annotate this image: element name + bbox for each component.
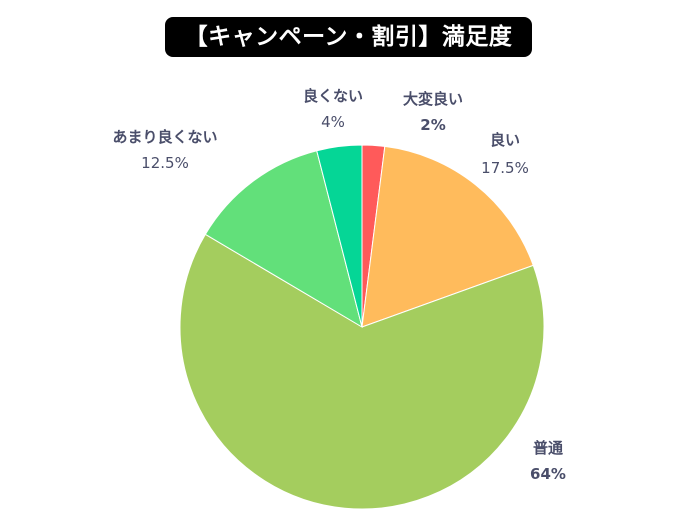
slice-label: 大変良い xyxy=(403,90,463,108)
chart-title: 【キャンペーン・割引】満足度 xyxy=(165,17,532,57)
pie-slice-2 xyxy=(179,233,545,510)
slice-label: 良い xyxy=(490,131,520,149)
pie-slice-1 xyxy=(361,145,534,328)
slice-value-label: 64% xyxy=(530,465,566,483)
slice-value-label: 12.5% xyxy=(141,154,189,172)
slice-label: 良くない xyxy=(303,87,363,105)
slice-value-label: 17.5% xyxy=(481,159,529,177)
slice-value-label: 2% xyxy=(420,116,445,134)
slice-value-label: 4% xyxy=(321,113,345,131)
pie-slice-3 xyxy=(204,150,363,329)
slice-label: 普通 xyxy=(533,439,563,457)
slice-label: あまり良くない xyxy=(112,128,217,146)
pie-slice-4 xyxy=(316,144,363,328)
